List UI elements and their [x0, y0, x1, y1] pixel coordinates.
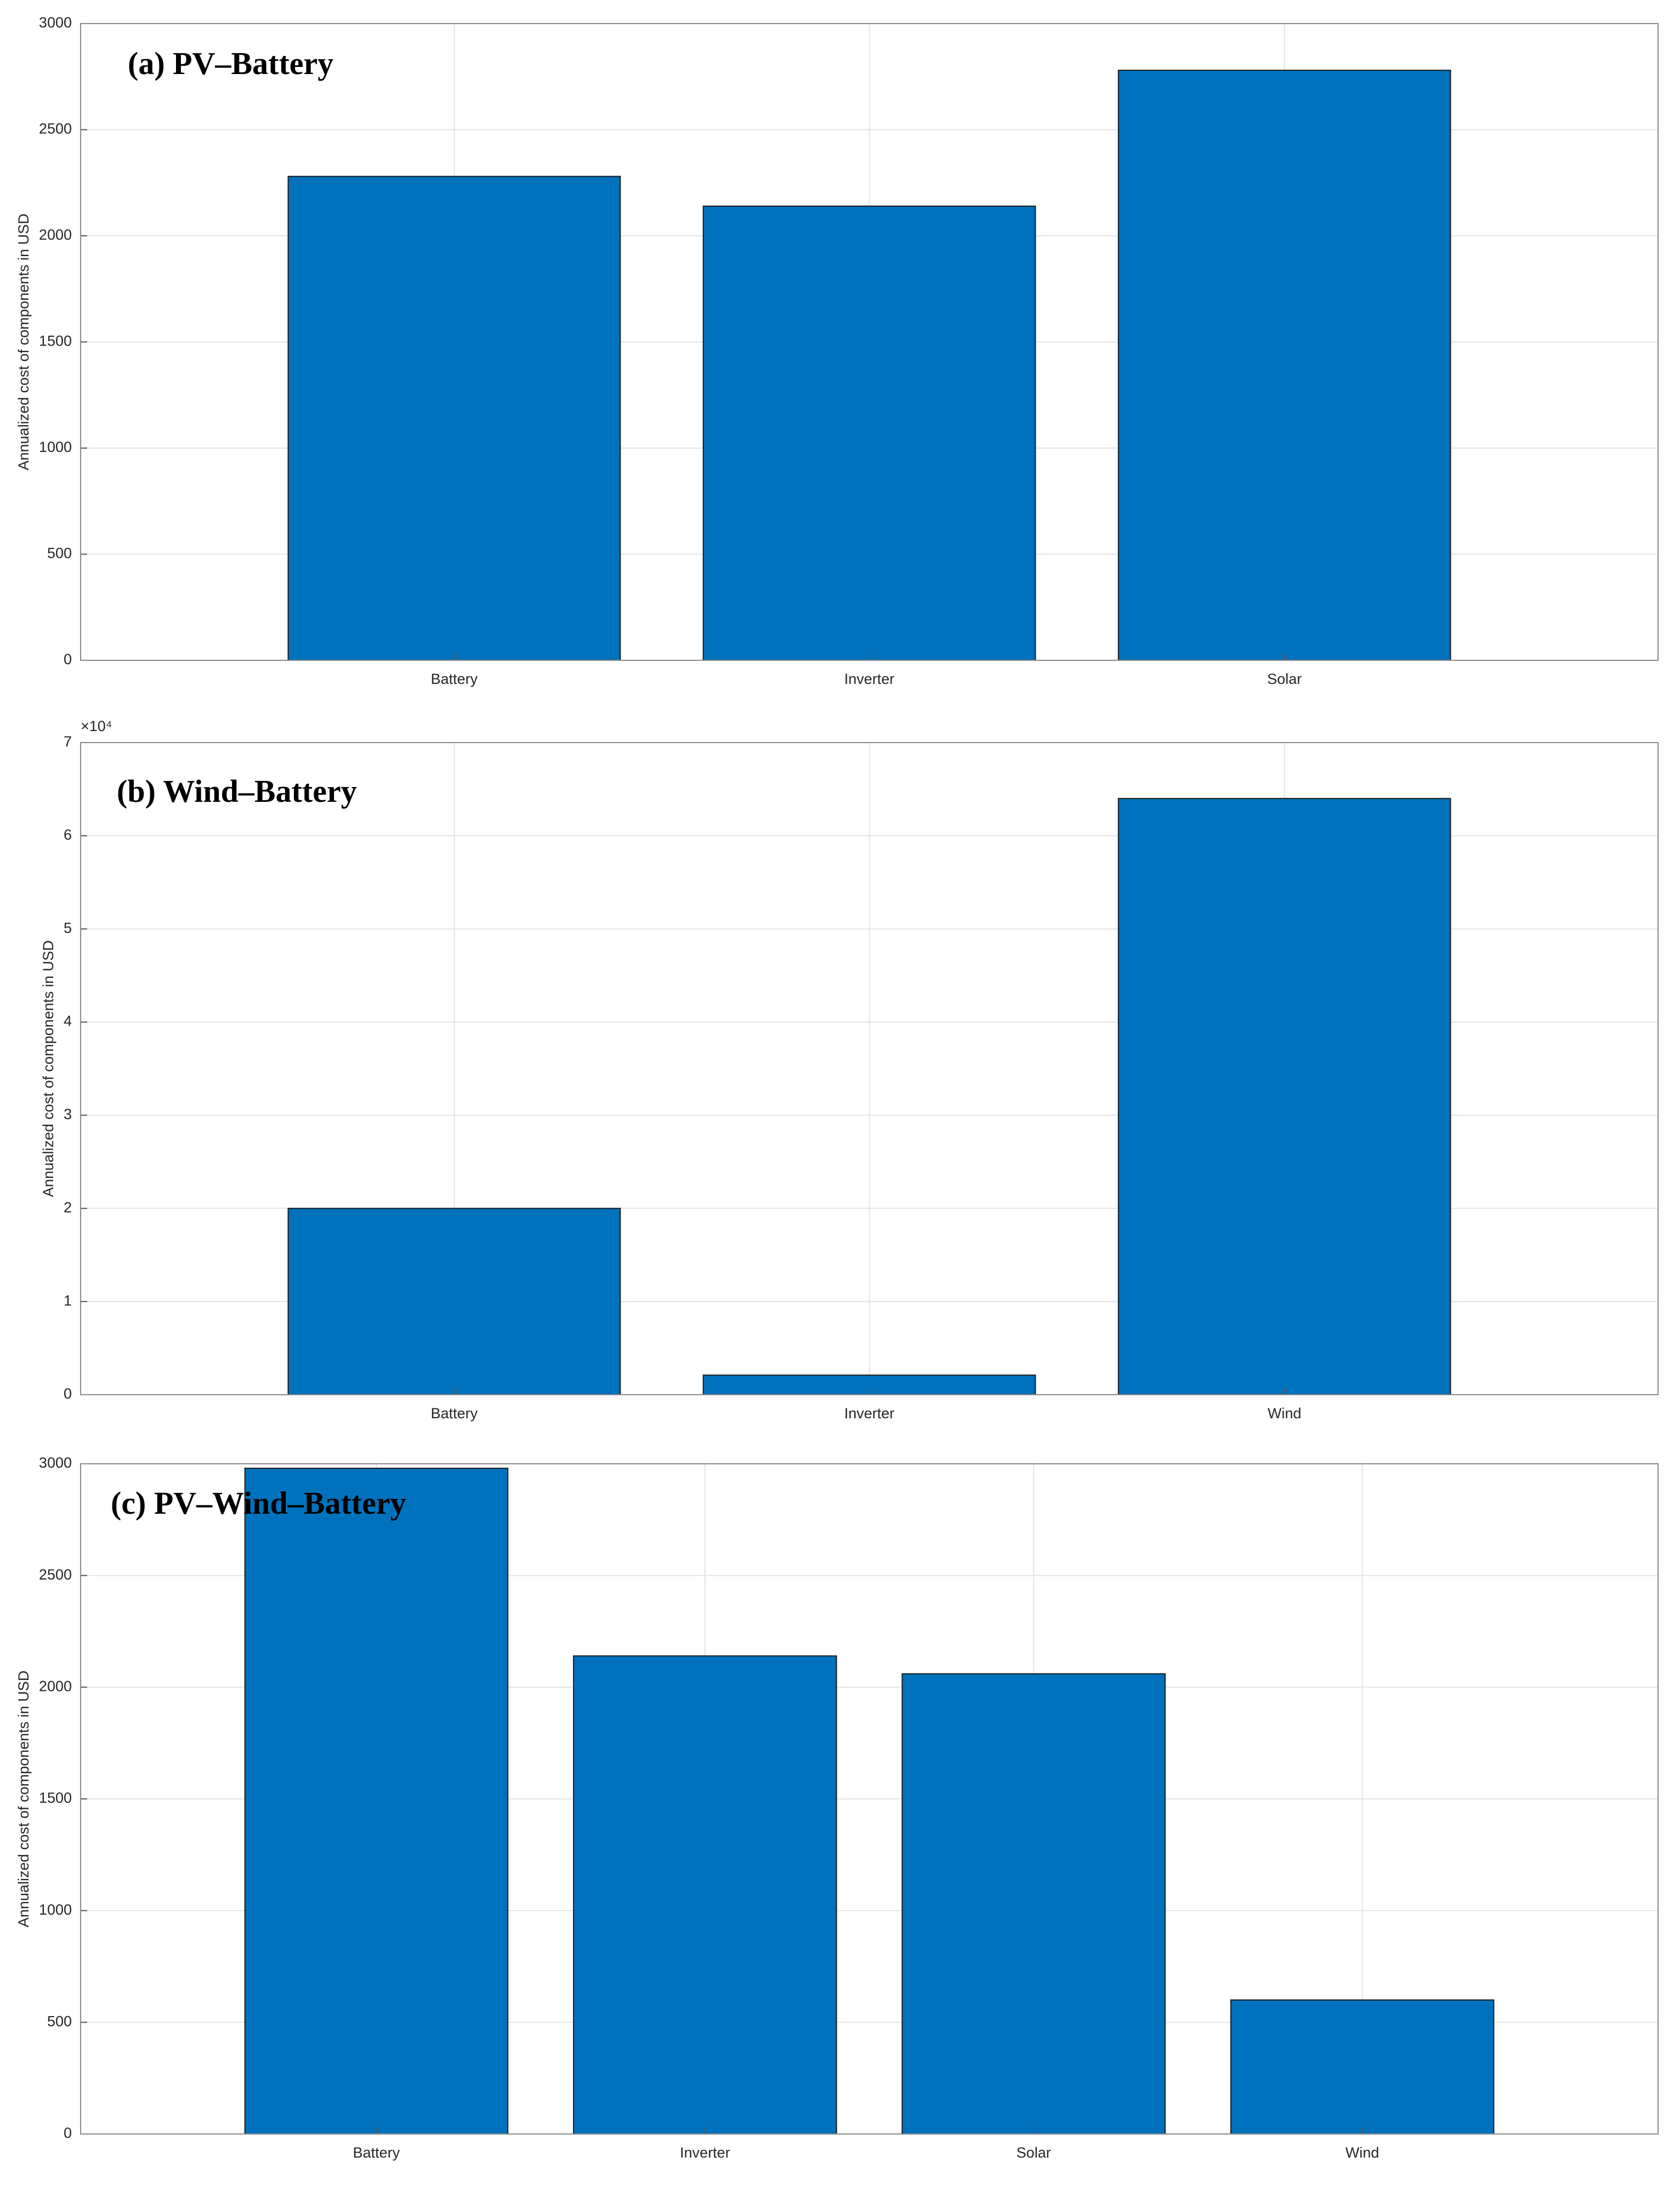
y-tick-label: 5 [64, 920, 72, 936]
x-tick-label: Wind [1268, 1405, 1302, 1422]
bar [1117, 797, 1451, 1395]
x-tick-label: Solar [1267, 671, 1302, 687]
bar [287, 1208, 621, 1395]
bar [1230, 1999, 1495, 2135]
bar [702, 205, 1036, 661]
y-tick-label: 0 [64, 1385, 72, 1402]
y-tick-label: 1 [64, 1292, 72, 1309]
bar [901, 1673, 1166, 2135]
y-tick-label: 2500 [39, 1566, 72, 1583]
y-tick-label: 500 [47, 2013, 72, 2029]
y-tick-label: 2 [64, 1199, 72, 1215]
y-tick-label: 7 [64, 733, 72, 750]
bar [244, 1468, 509, 2135]
y-tick-label: 2000 [39, 227, 72, 243]
y-tick-label: 1500 [39, 1790, 72, 1806]
y-tick-label: 2500 [39, 121, 72, 137]
y-tick-label: 4 [64, 1013, 72, 1029]
y-axis-label: Annualized cost of components in USD [40, 940, 56, 1197]
x-tick-label: Battery [353, 2144, 400, 2161]
y-axis-label: Annualized cost of components in USD [15, 1671, 32, 1927]
y-tick-label: 1000 [39, 1901, 72, 1918]
y-tick-label: 0 [64, 2125, 72, 2141]
chart-title: (c) PV–Wind–Battery [111, 1485, 406, 1521]
y-tick-label: 6 [64, 827, 72, 843]
x-tick-label: Wind [1346, 2144, 1380, 2161]
bar [573, 1655, 837, 2135]
y-axis-label: Annualized cost of components in USD [15, 213, 32, 470]
x-tick-label: Battery [431, 1405, 478, 1422]
x-tick-label: Inverter [680, 2144, 730, 2161]
y-tick-label: 3000 [39, 1454, 72, 1471]
y-tick-label: 500 [47, 545, 72, 562]
chart-title: (b) Wind–Battery [117, 773, 357, 809]
x-tick-label: Inverter [844, 671, 895, 687]
y-tick-label: 3000 [39, 14, 72, 31]
y-tick-label: 0 [64, 651, 72, 667]
axes-box [80, 742, 1659, 1395]
x-tick-label: Battery [431, 671, 478, 687]
chart-title: (a) PV–Battery [128, 46, 333, 81]
y-tick-label: 1500 [39, 333, 72, 349]
bar [287, 176, 621, 661]
x-tick-label: Solar [1017, 2144, 1051, 2161]
axes-box [80, 23, 1659, 661]
axes-box [80, 1463, 1659, 2135]
y-exponent: ×10⁴ [81, 718, 112, 734]
y-tick-label: 1000 [39, 439, 72, 455]
x-tick-label: Inverter [844, 1405, 895, 1422]
y-tick-label: 2000 [39, 1678, 72, 1694]
y-tick-label: 3 [64, 1106, 72, 1123]
bar [1117, 70, 1451, 661]
